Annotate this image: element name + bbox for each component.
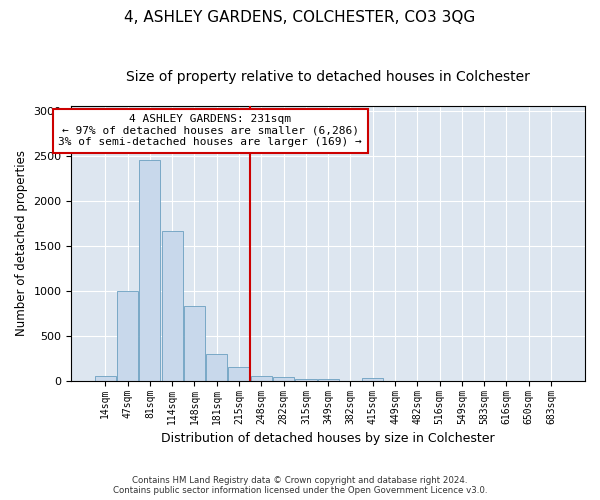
Bar	[362, 378, 383, 381]
Bar	[206, 354, 227, 381]
Bar	[229, 368, 250, 381]
Bar	[273, 377, 294, 381]
Text: 4, ASHLEY GARDENS, COLCHESTER, CO3 3QG: 4, ASHLEY GARDENS, COLCHESTER, CO3 3QG	[124, 10, 476, 25]
Bar	[317, 380, 339, 381]
Bar	[161, 231, 183, 381]
Bar	[139, 160, 160, 381]
Bar	[95, 376, 116, 381]
Title: Size of property relative to detached houses in Colchester: Size of property relative to detached ho…	[126, 70, 530, 84]
Text: 4 ASHLEY GARDENS: 231sqm
← 97% of detached houses are smaller (6,286)
3% of semi: 4 ASHLEY GARDENS: 231sqm ← 97% of detach…	[58, 114, 362, 148]
Text: Contains HM Land Registry data © Crown copyright and database right 2024.
Contai: Contains HM Land Registry data © Crown c…	[113, 476, 487, 495]
Bar	[184, 306, 205, 381]
Bar	[295, 378, 317, 381]
Y-axis label: Number of detached properties: Number of detached properties	[15, 150, 28, 336]
Bar	[117, 290, 138, 381]
X-axis label: Distribution of detached houses by size in Colchester: Distribution of detached houses by size …	[161, 432, 495, 445]
Bar	[251, 376, 272, 381]
